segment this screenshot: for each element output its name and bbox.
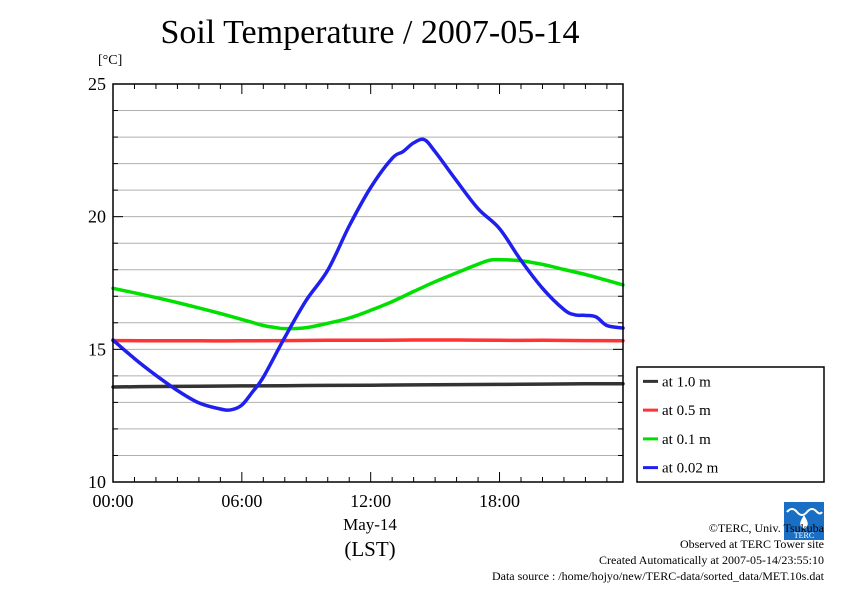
series-line	[111, 382, 625, 389]
y-tick-label: 15	[88, 339, 106, 359]
logo-text: TERC	[794, 531, 814, 540]
x-tick-label: 18:00	[479, 491, 520, 511]
created-text: Created Automatically at 2007-05-14/23:5…	[599, 553, 824, 567]
series-lines	[111, 137, 625, 412]
site-text: Observed at TERC Tower site	[679, 537, 824, 551]
series-line	[111, 257, 625, 331]
x-tick-label: 00:00	[92, 491, 133, 511]
x-tick-label: 06:00	[221, 491, 262, 511]
series-line	[111, 137, 625, 412]
legend-label: at 1.0 m	[662, 374, 711, 390]
chart-title: Soil Temperature / 2007-05-14	[160, 14, 580, 51]
y-tick-label: 25	[88, 74, 106, 94]
credits-block: ©TERC, Univ. Tsukuba Observed at TERC To…	[492, 520, 824, 584]
legend: at 1.0 m at 0.5 m at 0.1 m at 0.02 m	[636, 366, 825, 483]
legend-box	[636, 366, 825, 483]
x-axis-date-label: May-14	[343, 515, 397, 534]
copyright-text: ©TERC, Univ. Tsukuba	[708, 521, 824, 535]
axis-ticks: 00:00 06:00 12:00 18:00 10 15 20 25	[88, 74, 623, 511]
series-line	[111, 338, 625, 343]
plot-frame	[112, 83, 624, 483]
x-axis-timezone-label: (LST)	[344, 537, 396, 561]
y-tick-label: 20	[88, 207, 106, 227]
y-axis-unit-label: [°C]	[98, 53, 123, 68]
source-text: Data source : /home/hojyo/new/TERC-data/…	[491, 569, 824, 583]
legend-label: at 0.1 m	[662, 432, 711, 448]
terc-logo-icon: TERC	[784, 502, 824, 540]
legend-label: at 0.02 m	[662, 461, 719, 477]
grid-lines	[113, 110, 623, 456]
legend-label: at 0.5 m	[662, 403, 711, 419]
x-tick-label: 12:00	[350, 491, 391, 511]
y-tick-label: 10	[88, 472, 106, 492]
